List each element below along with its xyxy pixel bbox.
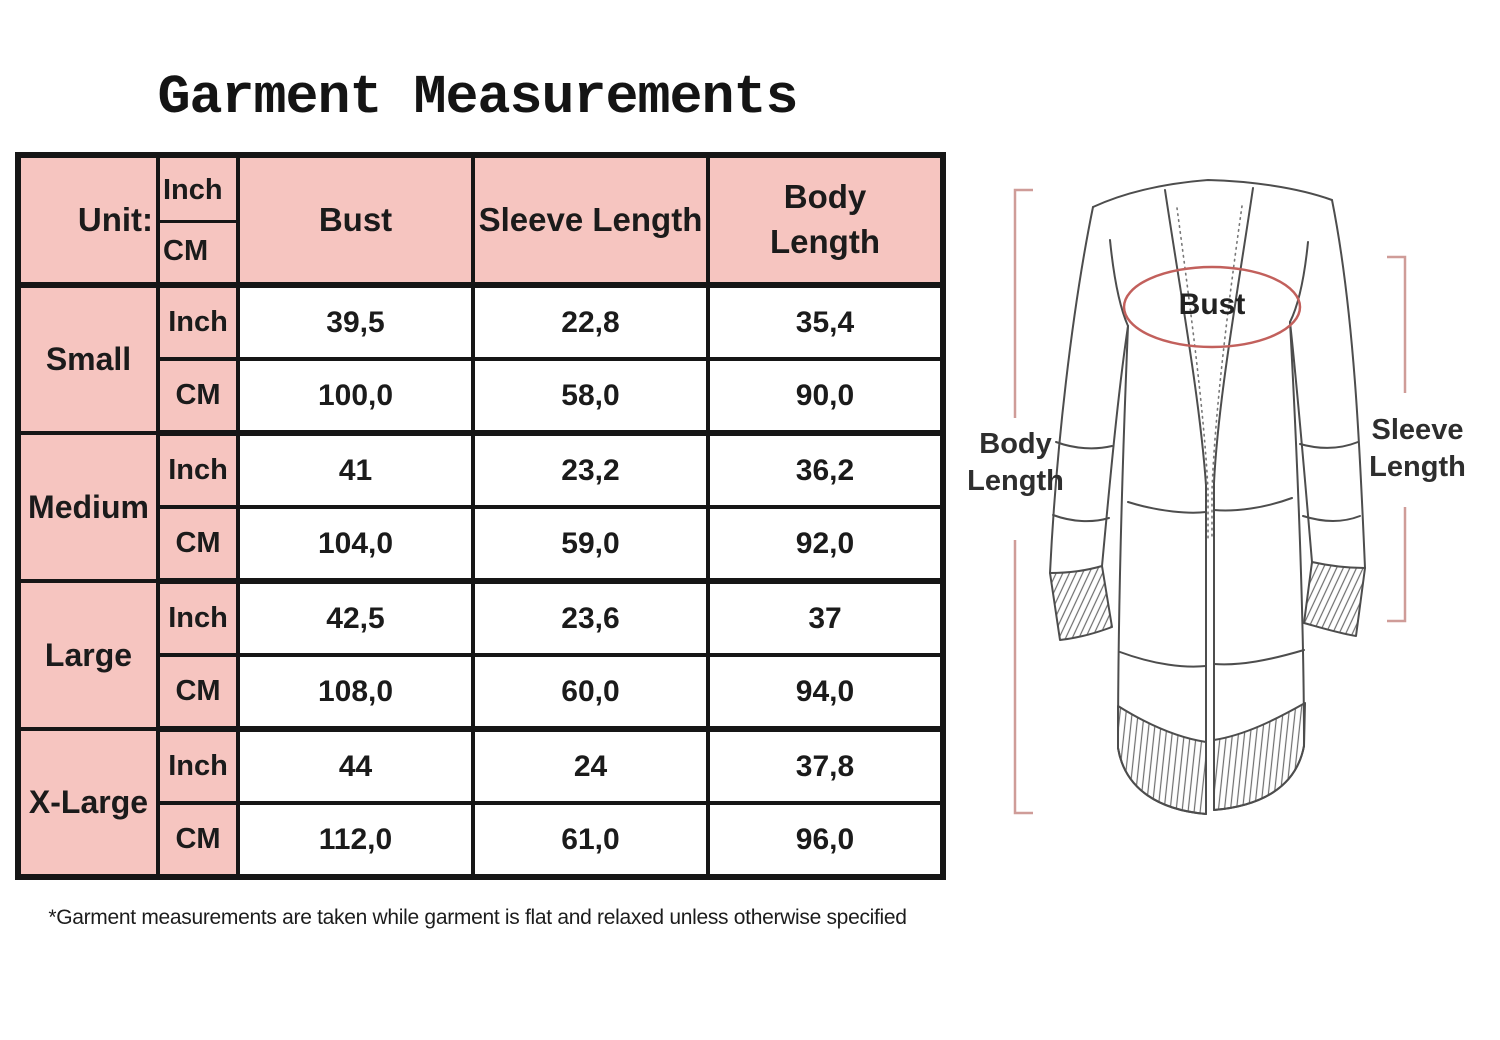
cell-medium-inch-body: 36,2 [706, 431, 945, 509]
cell-medium-cm-bust: 104,0 [236, 505, 475, 584]
cell-xlarge-inch-body: 37,8 [706, 727, 945, 805]
ribbed-trim [1049, 561, 1366, 815]
garment-outline [1049, 179, 1366, 815]
unit-cell: CM [156, 505, 240, 584]
header-row: Unit: Inch CM Bust Sleeve Length Body Le… [16, 153, 945, 288]
table-row: CM 112,0 61,0 96,0 [18, 801, 945, 880]
size-block-xlarge: X-Large Inch 44 24 37,8 CM 112,0 61,0 96… [16, 727, 945, 880]
cell-xlarge-inch-bust: 44 [236, 727, 475, 805]
column-header-body-length: Body Length [706, 153, 945, 288]
body-length-label: Body Length [967, 428, 1064, 497]
cell-small-inch-bust: 39,5 [236, 283, 475, 361]
cell-large-inch-body: 37 [706, 579, 945, 657]
size-label-medium: Medium [16, 431, 160, 583]
unit-options-cell: Inch CM [156, 153, 240, 288]
unit-cell: CM [156, 801, 240, 880]
unit-cell: Inch [156, 431, 240, 509]
column-header-bust: Bust [236, 153, 475, 288]
size-label-small: Small [16, 283, 160, 435]
cell-large-inch-sleeve: 23,6 [471, 579, 710, 657]
page-title: Garment Measurements [157, 66, 798, 129]
size-block-small: Small Inch 39,5 22,8 35,4 CM 100,0 58,0 … [16, 283, 945, 436]
size-label-large: Large [16, 579, 160, 731]
cell-large-cm-body: 94,0 [706, 653, 945, 732]
unit-option-cm: CM [162, 220, 234, 279]
body-length-bracket-bottom [1013, 540, 1033, 815]
size-label-xlarge: X-Large [16, 727, 160, 879]
cell-large-cm-sleeve: 60,0 [471, 653, 710, 732]
cell-xlarge-cm-bust: 112,0 [236, 801, 475, 880]
footnote-text: *Garment measurements are taken while ga… [48, 906, 907, 929]
unit-option-inch: Inch [163, 173, 223, 206]
bust-label: Bust [1178, 288, 1246, 321]
cell-small-inch-body: 35,4 [706, 283, 945, 361]
cell-small-inch-sleeve: 22,8 [471, 283, 710, 361]
sleeve-length-bracket-top [1387, 255, 1407, 393]
cell-xlarge-cm-body: 96,0 [706, 801, 945, 880]
cell-large-inch-bust: 42,5 [236, 579, 475, 657]
body-length-bracket-top [1013, 188, 1033, 418]
cell-small-cm-bust: 100,0 [236, 357, 475, 436]
measurement-brackets [1013, 188, 1407, 815]
column-header-body-length-text: Body Length [770, 178, 880, 260]
cell-medium-cm-sleeve: 59,0 [471, 505, 710, 584]
sleeve-length-label: Sleeve Length [1369, 414, 1466, 483]
cell-xlarge-cm-sleeve: 61,0 [471, 801, 710, 880]
table-row: X-Large Inch 44 24 37,8 [16, 727, 945, 879]
size-block-medium: Medium Inch 41 23,2 36,2 CM 104,0 59,0 9… [16, 431, 945, 584]
size-block-large: Large Inch 42,5 23,6 37 CM 108,0 60,0 94… [16, 579, 945, 732]
table-row: Small Inch 39,5 22,8 35,4 [16, 283, 945, 435]
garment-diagram: Bust Body Length Sleeve Length [960, 150, 1500, 850]
unit-cell: CM [156, 357, 240, 436]
column-header-sleeve-length: Sleeve Length [471, 153, 710, 288]
cell-medium-inch-bust: 41 [236, 431, 475, 509]
cardigan-illustration [1013, 179, 1407, 815]
bust-ellipse [1122, 265, 1302, 349]
table-row: Large Inch 42,5 23,6 37 [16, 579, 945, 731]
cell-small-cm-body: 90,0 [706, 357, 945, 436]
unit-cell: Inch [156, 283, 240, 361]
cell-medium-cm-body: 92,0 [706, 505, 945, 584]
cell-medium-inch-sleeve: 23,2 [471, 431, 710, 509]
size-chart-table: Unit: Inch CM Bust Sleeve Length Body Le… [15, 152, 946, 880]
unit-cell: Inch [156, 579, 240, 657]
sleeve-length-bracket-bottom [1387, 507, 1407, 623]
table-row: Medium Inch 41 23,2 36,2 [16, 431, 945, 583]
cell-xlarge-inch-sleeve: 24 [471, 727, 710, 805]
table-row: CM 104,0 59,0 92,0 [18, 505, 945, 584]
unit-label-cell: Unit: [16, 153, 160, 288]
cell-small-cm-sleeve: 58,0 [471, 357, 710, 436]
cell-large-cm-bust: 108,0 [236, 653, 475, 732]
table-row: CM 108,0 60,0 94,0 [18, 653, 945, 732]
unit-cell: CM [156, 653, 240, 732]
size-chart-table-container: Unit: Inch CM Bust Sleeve Length Body Le… [15, 152, 946, 880]
lapel-stitch-lines [1176, 205, 1243, 541]
unit-cell: Inch [156, 727, 240, 805]
table-row: CM 100,0 58,0 90,0 [18, 357, 945, 436]
